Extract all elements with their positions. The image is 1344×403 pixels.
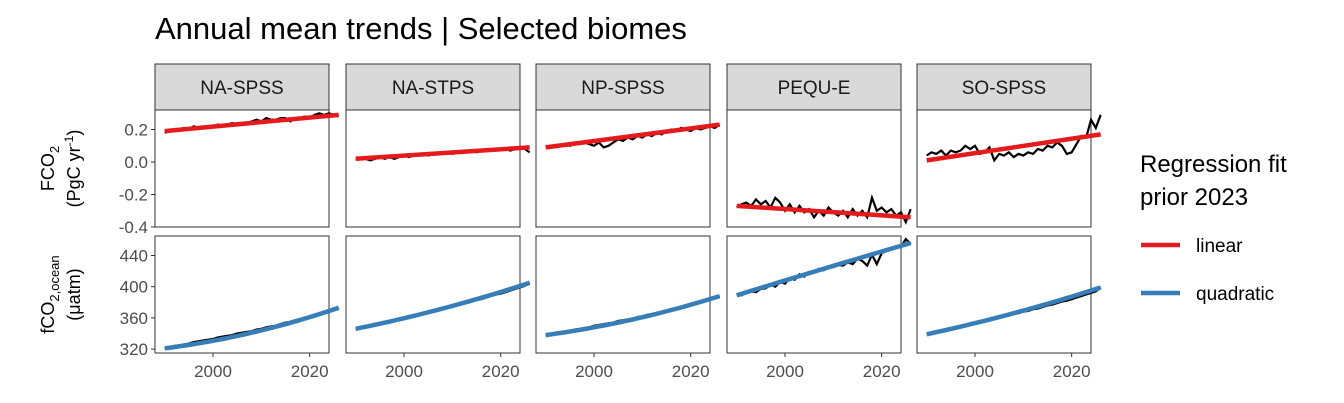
legend: Regression fit prior 2023 linear quadratic — [1140, 151, 1287, 305]
quadratic-fit-line — [164, 305, 340, 351]
legend-title-line2: prior 2023 — [1140, 184, 1248, 211]
x-tick-label: 2000 — [194, 362, 232, 381]
quadratic-fit-line — [736, 240, 912, 298]
x-tick-label: 2020 — [291, 362, 329, 381]
y-axis-label: fCO2,ocean — [38, 255, 62, 333]
panel-frame — [345, 109, 521, 228]
x-tick-label: 2000 — [575, 362, 613, 381]
x-tick-label: 2020 — [482, 362, 520, 381]
facet-strip-label: SO-SPSS — [962, 78, 1046, 99]
linear-fit-line — [355, 145, 530, 161]
facet-strip — [154, 63, 330, 111]
facet-panels: NA-SPSS NA-STPS NP-SPSS PEQU-E SO-SPSS -0.4 -0… — [38, 63, 1102, 381]
facet-strip-label: NA-STPS — [392, 78, 474, 99]
y-tick-label: 0.0 — [124, 153, 148, 172]
facet-strip — [535, 63, 711, 111]
quadratic-fit-line — [926, 285, 1102, 337]
legend-title: Regression fit — [1140, 151, 1287, 178]
x-tick-label: 2000 — [766, 362, 804, 381]
panel-frame — [535, 235, 711, 354]
facet-strip-label: PEQU-E — [778, 78, 851, 99]
y-tick-label: -0.2 — [119, 186, 148, 205]
linear-fit-line — [926, 132, 1101, 163]
y-tick-label: 320 — [120, 340, 148, 359]
legend-label-linear: linear — [1196, 236, 1243, 257]
y-tick-label: 440 — [120, 247, 148, 266]
chart-title: Annual mean trends | Selected biomes — [155, 11, 687, 46]
y-axis-unit: (μatm) — [64, 268, 84, 320]
linear-fit-line — [736, 203, 911, 220]
y-axis-label: FCO2 — [38, 146, 62, 191]
x-tick-label: 2000 — [956, 362, 994, 381]
x-tick-label: 2000 — [385, 362, 423, 381]
x-tick-label: 2020 — [1053, 362, 1091, 381]
panel-frame — [916, 109, 1092, 228]
x-tick-label: 2020 — [672, 362, 710, 381]
linear-fit-line — [164, 112, 339, 134]
facet-strip — [345, 63, 521, 111]
observed-series-line — [926, 114, 1102, 163]
facet-strip — [916, 63, 1092, 111]
y-tick-label: 400 — [120, 278, 148, 297]
legend-label-quadratic: quadratic — [1196, 284, 1274, 305]
y-tick-label: 360 — [120, 309, 148, 328]
observed-series-line — [736, 194, 912, 225]
quadratic-fit-line — [355, 280, 531, 332]
x-tick-label: 2020 — [863, 362, 901, 381]
y-tick-label: 0.2 — [124, 121, 148, 140]
facet-strip — [726, 63, 902, 111]
facet-strip-label: NA-SPSS — [200, 78, 283, 99]
linear-fit-line — [545, 122, 720, 150]
panel-frame — [916, 235, 1092, 354]
y-tick-label: -0.4 — [119, 218, 148, 237]
y-axis-unit: (PgC yr-1) — [62, 130, 84, 208]
quadratic-fit-line — [545, 293, 721, 338]
facet-strip-label: NP-SPSS — [581, 78, 664, 99]
